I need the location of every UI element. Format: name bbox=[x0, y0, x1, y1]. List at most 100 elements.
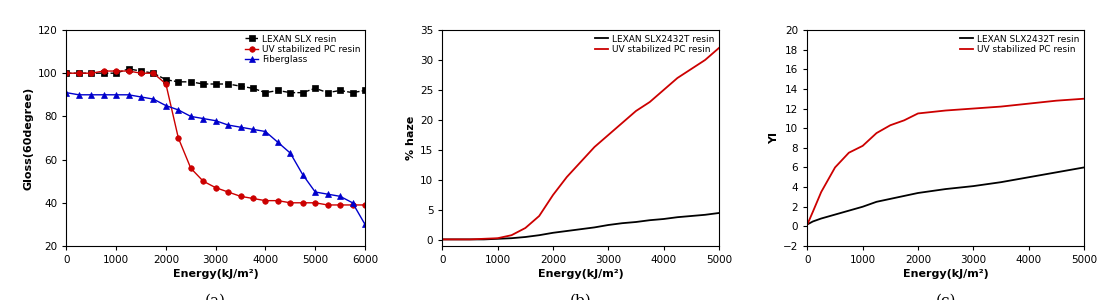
UV stabilized PC resin bbox=[994, 105, 1008, 108]
UV stabilized PC resin bbox=[296, 201, 310, 205]
LEXAN SLX2432T resin bbox=[478, 238, 491, 241]
UV stabilized PC resin bbox=[967, 107, 980, 110]
Fiberglass bbox=[72, 93, 85, 97]
X-axis label: Energy(kJ/m²): Energy(kJ/m²) bbox=[902, 269, 989, 279]
UV stabilized PC resin bbox=[657, 88, 670, 92]
UV stabilized PC resin bbox=[629, 109, 643, 113]
Line: LEXAN SLX2432T resin: LEXAN SLX2432T resin bbox=[442, 213, 719, 239]
LEXAN SLX resin bbox=[72, 71, 85, 75]
LEXAN SLX2432T resin bbox=[843, 209, 856, 212]
Fiberglass bbox=[197, 117, 210, 120]
UV stabilized PC resin bbox=[712, 46, 726, 50]
LEXAN SLX resin bbox=[84, 71, 98, 75]
UV stabilized PC resin bbox=[171, 136, 185, 140]
LEXAN SLX resin bbox=[197, 82, 210, 86]
LEXAN SLX2432T resin bbox=[897, 194, 910, 198]
Line: Fiberglass: Fiberglass bbox=[63, 90, 368, 227]
UV stabilized PC resin bbox=[84, 71, 98, 75]
Fiberglass bbox=[346, 201, 359, 205]
LEXAN SLX2432T resin bbox=[449, 238, 463, 241]
Fiberglass bbox=[283, 151, 296, 155]
UV stabilized PC resin bbox=[884, 123, 897, 127]
LEXAN SLX2432T resin bbox=[685, 214, 698, 218]
UV stabilized PC resin bbox=[309, 201, 322, 205]
Fiberglass bbox=[97, 93, 111, 97]
LEXAN SLX2432T resin bbox=[670, 215, 684, 219]
Fiberglass bbox=[109, 93, 123, 97]
UV stabilized PC resin bbox=[72, 71, 85, 75]
UV stabilized PC resin bbox=[147, 71, 160, 75]
Fiberglass bbox=[234, 125, 248, 129]
UV stabilized PC resin bbox=[801, 223, 814, 226]
UV stabilized PC resin bbox=[699, 58, 712, 62]
LEXAN SLX resin bbox=[247, 86, 260, 90]
LEXAN SLX resin bbox=[159, 78, 173, 82]
LEXAN SLX resin bbox=[221, 82, 234, 86]
Legend: LEXAN SLX2432T resin, UV stabilized PC resin: LEXAN SLX2432T resin, UV stabilized PC r… bbox=[593, 33, 717, 56]
UV stabilized PC resin bbox=[346, 203, 359, 207]
Fiberglass bbox=[271, 140, 284, 144]
LEXAN SLX2432T resin bbox=[967, 184, 980, 188]
Line: UV stabilized PC resin: UV stabilized PC resin bbox=[442, 48, 719, 239]
UV stabilized PC resin bbox=[1077, 97, 1091, 101]
LEXAN SLX2432T resin bbox=[657, 217, 670, 221]
Text: (b): (b) bbox=[570, 293, 592, 300]
LEXAN SLX2432T resin bbox=[546, 231, 560, 235]
LEXAN SLX2432T resin bbox=[561, 229, 574, 233]
X-axis label: Energy(kJ/m²): Energy(kJ/m²) bbox=[538, 269, 624, 279]
Y-axis label: % haze: % haze bbox=[406, 116, 416, 160]
UV stabilized PC resin bbox=[334, 203, 347, 207]
Legend: LEXAN SLX2432T resin, UV stabilized PC resin: LEXAN SLX2432T resin, UV stabilized PC r… bbox=[958, 33, 1082, 56]
Line: UV stabilized PC resin: UV stabilized PC resin bbox=[807, 99, 1084, 224]
LEXAN SLX2432T resin bbox=[436, 238, 449, 241]
LEXAN SLX resin bbox=[271, 89, 284, 92]
Line: UV stabilized PC resin: UV stabilized PC resin bbox=[63, 68, 368, 208]
UV stabilized PC resin bbox=[602, 133, 615, 137]
UV stabilized PC resin bbox=[856, 144, 869, 148]
Line: LEXAN SLX resin: LEXAN SLX resin bbox=[63, 66, 368, 95]
LEXAN SLX2432T resin bbox=[884, 197, 897, 201]
UV stabilized PC resin bbox=[109, 69, 123, 73]
Fiberglass bbox=[259, 130, 272, 133]
UV stabilized PC resin bbox=[939, 109, 952, 112]
LEXAN SLX2432T resin bbox=[463, 238, 477, 241]
Y-axis label: Gloss(60degree): Gloss(60degree) bbox=[23, 86, 33, 190]
UV stabilized PC resin bbox=[897, 118, 910, 122]
LEXAN SLX2432T resin bbox=[828, 213, 842, 216]
UV stabilized PC resin bbox=[615, 121, 628, 125]
UV stabilized PC resin bbox=[358, 203, 372, 207]
Line: LEXAN SLX2432T resin: LEXAN SLX2432T resin bbox=[807, 167, 1084, 224]
LEXAN SLX resin bbox=[109, 71, 123, 75]
UV stabilized PC resin bbox=[247, 197, 260, 200]
LEXAN SLX2432T resin bbox=[699, 213, 712, 217]
LEXAN SLX2432T resin bbox=[532, 233, 545, 237]
LEXAN SLX resin bbox=[234, 84, 248, 88]
UV stabilized PC resin bbox=[519, 226, 532, 230]
LEXAN SLX2432T resin bbox=[643, 218, 656, 222]
LEXAN SLX resin bbox=[283, 91, 296, 94]
LEXAN SLX resin bbox=[334, 89, 347, 92]
LEXAN SLX2432T resin bbox=[588, 226, 602, 229]
LEXAN SLX2432T resin bbox=[519, 235, 532, 239]
UV stabilized PC resin bbox=[828, 166, 842, 169]
LEXAN SLX2432T resin bbox=[814, 217, 827, 220]
UV stabilized PC resin bbox=[60, 71, 73, 75]
Fiberglass bbox=[184, 115, 198, 118]
UV stabilized PC resin bbox=[561, 175, 574, 179]
UV stabilized PC resin bbox=[685, 67, 698, 71]
LEXAN SLX2432T resin bbox=[869, 200, 883, 204]
UV stabilized PC resin bbox=[911, 112, 925, 115]
LEXAN SLX2432T resin bbox=[629, 220, 643, 224]
Fiberglass bbox=[309, 190, 322, 194]
UV stabilized PC resin bbox=[134, 71, 147, 75]
Legend: LEXAN SLX resin, UV stabilized PC resin, Fiberglass: LEXAN SLX resin, UV stabilized PC resin,… bbox=[243, 33, 363, 66]
Fiberglass bbox=[321, 192, 334, 196]
LEXAN SLX resin bbox=[296, 91, 310, 94]
LEXAN SLX2432T resin bbox=[911, 191, 925, 195]
LEXAN SLX resin bbox=[309, 86, 322, 90]
Text: (c): (c) bbox=[936, 293, 956, 300]
LEXAN SLX resin bbox=[358, 89, 372, 92]
LEXAN SLX resin bbox=[209, 82, 222, 86]
UV stabilized PC resin bbox=[234, 194, 248, 198]
UV stabilized PC resin bbox=[283, 201, 296, 205]
